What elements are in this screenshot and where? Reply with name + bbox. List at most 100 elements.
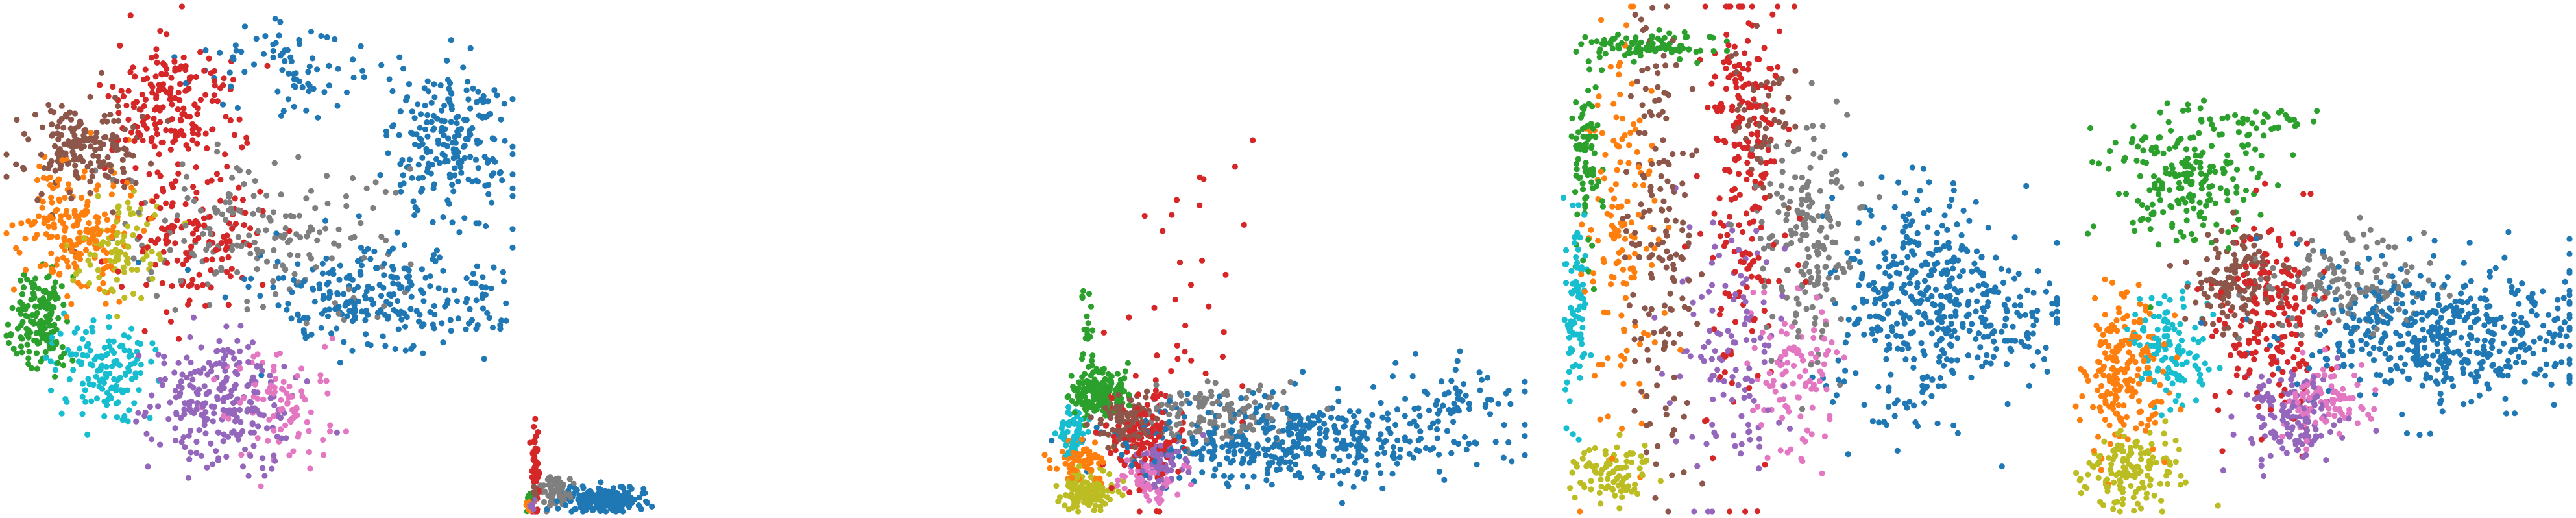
data-point: [112, 94, 119, 101]
data-point: [1738, 441, 1745, 447]
data-point: [178, 127, 184, 134]
data-point: [76, 267, 82, 274]
data-point: [37, 263, 43, 269]
data-point: [254, 395, 261, 402]
data-point: [529, 501, 535, 508]
data-point: [398, 316, 405, 323]
data-point: [1269, 460, 1276, 466]
data-point: [425, 88, 431, 95]
data-point: [221, 355, 227, 362]
data-point: [1984, 352, 1990, 358]
data-point: [1285, 447, 1292, 453]
data-point: [1684, 34, 1690, 40]
data-point: [88, 143, 94, 150]
data-point: [1065, 404, 1072, 410]
data-point: [486, 111, 492, 117]
data-point: [358, 220, 364, 227]
data-point: [143, 430, 150, 437]
data-point: [1093, 365, 1100, 373]
data-point: [1819, 309, 1825, 315]
data-point: [1722, 282, 1729, 289]
data-point: [1747, 117, 1753, 124]
data-point: [401, 241, 407, 249]
data-point: [185, 475, 191, 481]
data-point: [233, 47, 239, 54]
data-point: [43, 354, 49, 361]
data-point: [1143, 450, 1149, 457]
data-point: [1597, 416, 1603, 423]
data-point: [451, 287, 457, 293]
data-point: [1912, 419, 1919, 426]
data-point: [1093, 480, 1100, 487]
data-point: [249, 339, 256, 346]
data-point: [460, 64, 467, 71]
data-point: [1772, 388, 1779, 395]
data-point: [1239, 423, 1246, 430]
data-point: [157, 441, 164, 448]
data-point: [1729, 380, 1735, 386]
data-point: [259, 367, 265, 374]
data-point: [71, 156, 77, 163]
data-point: [1350, 484, 1357, 490]
data-point: [355, 298, 362, 304]
data-point: [64, 318, 71, 325]
data-point: [285, 301, 291, 307]
data-point: [1106, 410, 1113, 416]
data-point: [184, 354, 190, 361]
data-point: [1656, 97, 1662, 103]
data-point: [18, 310, 24, 317]
data-point: [155, 403, 162, 410]
data-point: [177, 116, 184, 123]
data-point: [30, 319, 37, 325]
data-point: [110, 228, 116, 234]
data-point: [30, 290, 37, 297]
data-point: [1701, 358, 1707, 364]
data-point: [45, 223, 52, 230]
data-point: [1335, 467, 1342, 475]
data-point: [1235, 411, 1242, 417]
data-point: [489, 325, 496, 331]
data-point: [1174, 413, 1181, 420]
data-point: [164, 232, 170, 239]
data-point: [185, 301, 191, 308]
data-point: [1454, 404, 1461, 411]
data-point: [1733, 69, 1740, 75]
data-point: [1151, 392, 1158, 399]
data-point: [1743, 210, 1749, 217]
data-point: [1999, 328, 2005, 335]
data-point: [57, 330, 64, 337]
data-point: [1197, 391, 1204, 397]
data-point: [600, 506, 607, 513]
data-point: [378, 62, 385, 68]
data-point: [193, 190, 200, 196]
data-point: [231, 383, 238, 389]
data-point: [250, 193, 257, 199]
data-point: [1264, 466, 1270, 473]
data-point: [245, 406, 251, 413]
data-point: [152, 53, 160, 60]
data-point: [1871, 280, 1877, 286]
data-point: [181, 186, 188, 192]
data-point: [1215, 399, 1221, 405]
data-point: [200, 230, 206, 237]
data-point: [1121, 462, 1128, 469]
data-point: [503, 300, 509, 306]
data-point: [1869, 418, 1876, 425]
data-point: [1837, 382, 1843, 388]
data-point: [189, 376, 196, 383]
data-point: [49, 334, 55, 341]
data-point: [47, 345, 53, 352]
data-point: [1062, 502, 1068, 509]
data-point: [273, 40, 279, 46]
data-point: [1633, 34, 1639, 41]
data-point: [46, 323, 53, 329]
data-point: [1119, 472, 1126, 479]
data-point: [1902, 223, 1909, 230]
data-point: [36, 339, 43, 346]
data-point: [311, 299, 318, 305]
data-point: [117, 42, 123, 49]
data-point: [47, 216, 53, 222]
data-point: [1334, 445, 1341, 452]
data-point: [1224, 391, 1230, 399]
data-point: [409, 175, 415, 181]
